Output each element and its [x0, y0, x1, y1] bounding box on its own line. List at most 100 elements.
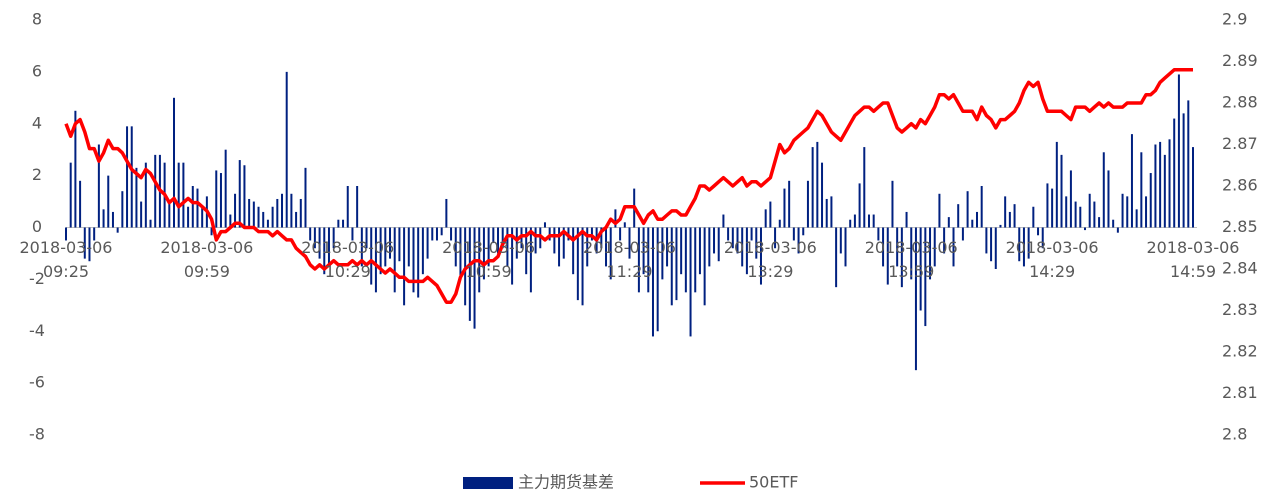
bar	[717, 227, 720, 262]
bar	[924, 227, 927, 327]
bar	[872, 214, 875, 228]
bar	[450, 227, 453, 241]
bar	[191, 186, 194, 228]
bar	[1008, 211, 1011, 228]
y-tick-label: 8	[32, 10, 42, 29]
bar	[393, 227, 396, 293]
bar	[727, 227, 730, 241]
bar	[553, 227, 556, 254]
bar	[914, 227, 917, 371]
y2-tick-label: 2.84	[1222, 259, 1258, 278]
bar	[783, 188, 786, 228]
bar	[83, 227, 86, 259]
bar	[778, 219, 781, 228]
x-tick-label-line: 2018-03-06	[583, 238, 676, 257]
bar	[623, 222, 626, 228]
bar	[511, 227, 514, 285]
bar	[844, 227, 847, 267]
x-tick-label: 2018-03-06 14:59	[1147, 238, 1240, 281]
y2-tick-label: 2.9	[1222, 10, 1247, 29]
bar	[1154, 144, 1157, 228]
x-tick-label-line: 10:29	[325, 262, 371, 281]
bar	[994, 227, 997, 269]
x-tick-label-line: 2018-03-06	[865, 238, 958, 257]
legend-label: 主力期货基差	[518, 473, 614, 491]
y-tick-label: 4	[32, 113, 42, 132]
bar	[309, 227, 312, 241]
bar	[670, 227, 673, 306]
bar	[562, 227, 565, 259]
bar	[651, 227, 654, 337]
bar	[332, 227, 335, 249]
x-tick-label-line: 2018-03-06	[1147, 238, 1240, 257]
bar	[79, 180, 82, 228]
bar	[1046, 183, 1049, 228]
bar	[229, 214, 232, 228]
bar	[1121, 193, 1124, 228]
bar	[445, 198, 448, 228]
bar	[722, 214, 725, 228]
bar	[985, 227, 988, 254]
bar	[586, 227, 589, 267]
bar	[1074, 201, 1077, 228]
bar	[121, 191, 124, 228]
bar	[825, 198, 828, 228]
bar	[1037, 227, 1040, 236]
bar	[1159, 141, 1162, 228]
bar	[858, 183, 861, 228]
x-tick-label-line: 2018-03-06	[301, 238, 394, 257]
bar	[543, 222, 546, 228]
bar	[675, 227, 678, 301]
bar	[168, 201, 171, 228]
bar	[792, 227, 795, 241]
bar	[295, 211, 298, 228]
bar	[919, 227, 922, 311]
bar	[666, 227, 669, 267]
bar	[628, 227, 631, 259]
bar	[74, 110, 77, 228]
bar	[492, 227, 495, 244]
x-tick-label-line: 2018-03-06	[160, 238, 253, 257]
bar	[262, 211, 265, 228]
y2-tick-label: 2.86	[1222, 176, 1258, 195]
bar	[708, 227, 711, 267]
bar	[187, 206, 190, 228]
bar	[144, 162, 147, 228]
bar	[243, 165, 246, 228]
bar	[731, 227, 734, 249]
bar	[135, 167, 138, 228]
bar	[877, 227, 880, 241]
x-tick-label-line: 2018-03-06	[1006, 238, 1099, 257]
bar	[1027, 227, 1030, 259]
bar	[684, 227, 687, 293]
bar	[130, 126, 133, 228]
bar	[431, 227, 434, 241]
x-tick-label: 2018-03-06 09:59	[160, 238, 253, 281]
bar	[464, 227, 467, 306]
bar	[952, 227, 955, 267]
bar	[863, 147, 866, 228]
bar	[318, 227, 321, 259]
bar	[65, 227, 67, 241]
bar	[374, 227, 377, 293]
bar	[558, 227, 561, 267]
bar	[656, 227, 659, 332]
y-tick-label: -8	[29, 425, 45, 444]
x-tick-label: 2018-03-06 13:59	[865, 238, 958, 281]
bar	[1187, 100, 1190, 228]
bar	[276, 198, 279, 228]
bar	[421, 227, 424, 275]
x-tick-label: 2018-03-06 14:29	[1006, 238, 1099, 281]
bar	[351, 227, 354, 241]
bar	[342, 219, 345, 228]
bar	[313, 227, 316, 249]
y-tick-label: -6	[29, 373, 45, 392]
bar	[1126, 196, 1129, 228]
bar	[337, 219, 340, 228]
bar	[140, 201, 143, 228]
bar	[234, 193, 237, 228]
bar	[398, 227, 401, 262]
bar	[900, 227, 903, 288]
bar	[1102, 152, 1105, 228]
